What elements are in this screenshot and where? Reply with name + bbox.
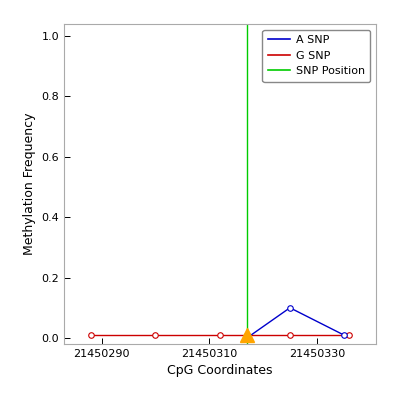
Legend: A SNP, G SNP, SNP Position: A SNP, G SNP, SNP Position — [262, 30, 370, 82]
X-axis label: CpG Coordinates: CpG Coordinates — [167, 364, 273, 378]
Y-axis label: Methylation Frequency: Methylation Frequency — [23, 113, 36, 255]
